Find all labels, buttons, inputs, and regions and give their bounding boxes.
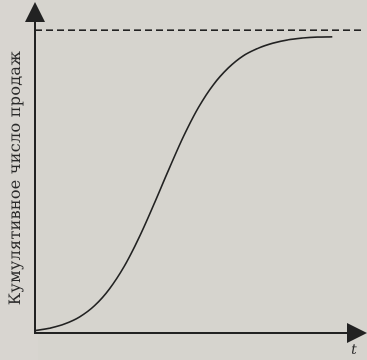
y-axis-label: Кумулятивное число продаж <box>5 51 24 306</box>
x-axis-label: t <box>351 342 357 358</box>
series-0-line <box>34 36 333 332</box>
